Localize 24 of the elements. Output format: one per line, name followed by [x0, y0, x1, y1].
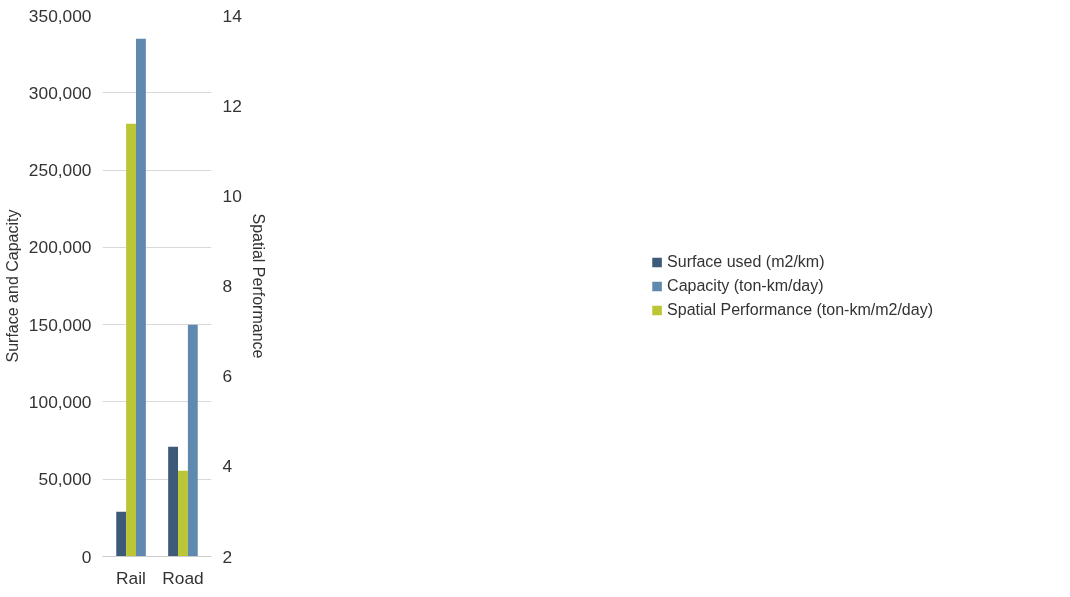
y2-axis-title: Spatial Performance	[249, 213, 267, 359]
bar	[116, 511, 127, 557]
y-tick-label: 300,000	[28, 82, 92, 103]
y-tick-label: 100,000	[28, 391, 92, 412]
y-tick-label: 250,000	[28, 160, 92, 181]
y-tick-label: 0	[81, 546, 92, 567]
y-tick-label: 50,000	[38, 469, 92, 490]
y2-tick-label: 4	[222, 456, 233, 477]
legend-label: Capacity (ton-km/day)	[667, 276, 824, 295]
y-tick-label: 200,000	[28, 237, 92, 258]
y2-tick-label: 8	[222, 276, 233, 296]
x-tick-label: Road	[162, 567, 204, 588]
y-axis-title: Surface and Capacity	[3, 209, 21, 363]
y2-tick-label: 2	[222, 546, 233, 567]
y2-tick-label: 10	[222, 185, 242, 206]
y-tick-label: 350,000	[28, 5, 92, 26]
bar	[187, 324, 198, 557]
y2-tick-label: 14	[222, 5, 243, 26]
y2-tick-label: 6	[222, 366, 233, 387]
x-tick-label: Rail	[116, 567, 146, 588]
y2-tick-label: 12	[222, 95, 242, 116]
y-tick-label: 150,000	[28, 314, 92, 335]
legend-label: Spatial Performance (ton-km/m2/day)	[667, 300, 933, 319]
legend-label: Surface used (m2/km)	[667, 252, 825, 271]
